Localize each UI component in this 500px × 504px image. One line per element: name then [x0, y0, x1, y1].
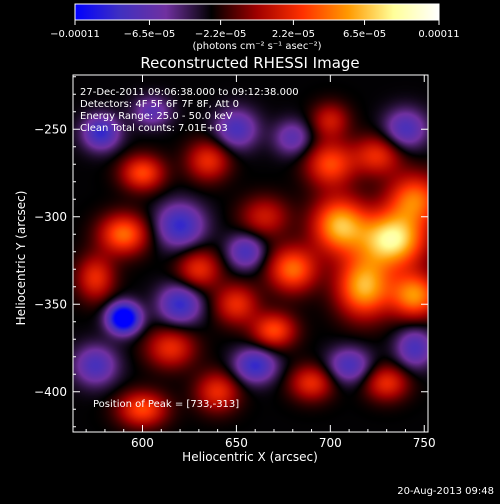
x-tick-label: 650 — [225, 436, 248, 450]
annotation-line: Energy Range: 25.0 - 50.0 keV — [80, 111, 233, 122]
colorbar — [74, 3, 440, 21]
colorbar-tick-label: 2.2e−05 — [272, 29, 315, 40]
colorbar-tick-label: −6.5e−05 — [124, 29, 176, 40]
colorbar-tick-label: −2.2e−05 — [195, 29, 247, 40]
y-tick-label: −300 — [34, 210, 67, 224]
heatmap-image-wrap — [73, 75, 428, 432]
colorbar-unit-label: (photons cm⁻² s⁻¹ asec⁻²) — [192, 41, 321, 52]
annotation-line: Clean Total counts: 7.01E+03 — [80, 123, 228, 134]
y-tick-label: −350 — [34, 297, 67, 311]
annotation-line: 27-Dec-2011 09:06:38.000 to 09:12:38.000 — [80, 87, 299, 98]
x-tick-label: 600 — [131, 436, 154, 450]
colorbar-tick-label: 6.5e−05 — [343, 29, 386, 40]
footer-timestamp: 20-Aug-2013 09:48 — [397, 486, 494, 497]
y-tick-label: −400 — [34, 385, 67, 399]
x-tick-label: 700 — [319, 436, 342, 450]
annotation-line: Detectors: 4F 5F 6F 7F 8F, Att 0 — [80, 99, 239, 110]
x-axis-label: Heliocentric X (arcsec) — [182, 450, 318, 464]
peak-position-label: Position of Peak = [733,-313] — [93, 399, 239, 410]
x-axis-ticks: 600 650 700 750 — [85, 75, 436, 450]
y-tick-label: −250 — [34, 122, 67, 136]
chart-title: Reconstructed RHESSI Image — [140, 54, 359, 72]
x-tick-label: 750 — [413, 436, 436, 450]
annotations: 27-Dec-2011 09:06:38.000 to 09:12:38.000… — [80, 87, 299, 134]
y-axis-label: Heliocentric Y (arcsec) — [14, 191, 28, 326]
colorbar-tick-label: −0.00011 — [50, 29, 100, 40]
colorbar-tick-label: 0.00011 — [418, 29, 459, 40]
heatmap-image — [73, 75, 428, 432]
plot-frame — [72, 74, 429, 433]
colorbar-ticks: −0.00011 −6.5e−05 −2.2e−05 2.2e−05 6.5e−05 0.… — [50, 20, 460, 40]
y-axis-ticks: −250 −300 −350 −400 — [34, 76, 428, 428]
